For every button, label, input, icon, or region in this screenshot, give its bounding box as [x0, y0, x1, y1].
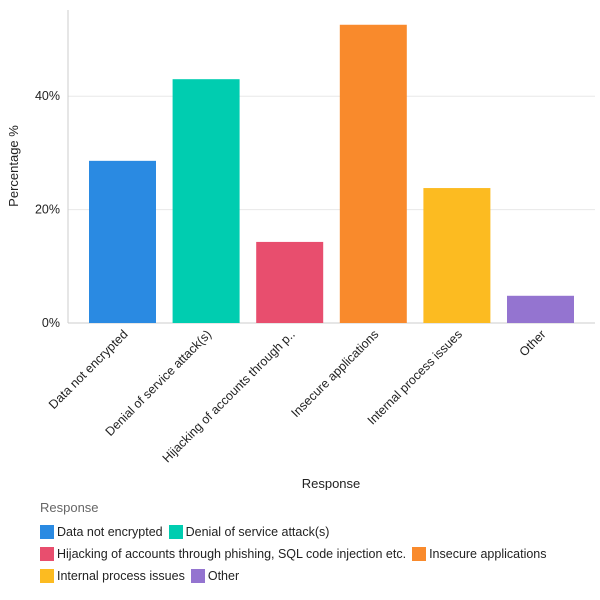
legend-item[interactable]: Insecure applications [412, 547, 547, 561]
x-tick-label: Hijacking of accounts through p.. [160, 327, 298, 465]
legend-label: Insecure applications [429, 547, 547, 561]
legend-swatch [190, 569, 205, 583]
legend-label: Internal process issues [57, 569, 185, 583]
legend-swatch [40, 569, 54, 583]
legend-label: Hijacking of accounts through phishing, … [57, 547, 407, 561]
bar-4 [423, 188, 491, 323]
bar-5 [507, 295, 574, 323]
y-tick-label: 40% [35, 89, 60, 103]
y-axis-title: Percentage % [6, 125, 21, 207]
bar-3 [339, 24, 407, 324]
legend-item[interactable]: Internal process issues [40, 569, 185, 583]
x-axis-title: Response [302, 476, 361, 490]
bar-2 [256, 241, 324, 323]
legend-title: Response [40, 500, 99, 515]
legend-label: Denial of service attack(s) [185, 525, 330, 539]
bar-1 [172, 79, 240, 323]
legend-swatch [40, 525, 54, 539]
legend-label: Data not encrypted [57, 525, 163, 539]
x-tick-label: Other [517, 327, 549, 359]
legend-item[interactable]: Other [190, 569, 240, 583]
legend-item[interactable]: Data not encrypted [40, 525, 163, 539]
legend-item[interactable]: Denial of service attack(s) [168, 525, 330, 539]
y-tick-label: 0% [42, 316, 60, 330]
legend-swatch [412, 547, 427, 561]
legend-row: Internal process issues Other [40, 565, 590, 587]
legend-label: Other [207, 569, 240, 583]
bar-0 [89, 160, 156, 323]
legend: Response Data not encrypted Denial of ser… [40, 500, 590, 587]
x-tick-label: Data not encrypted [46, 327, 131, 412]
x-tick-label: Internal process issues [365, 327, 465, 427]
legend-item[interactable]: Hijacking of accounts through phishing, … [40, 547, 406, 561]
legend-swatch [40, 547, 54, 561]
legend-row: Data not encrypted Denial of service atta… [40, 521, 590, 543]
x-tick-label: Insecure applications [288, 327, 381, 420]
y-tick-label: 20% [35, 203, 60, 217]
legend-row: Hijacking of accounts through phishing, … [40, 543, 590, 565]
legend-swatch [168, 525, 183, 539]
